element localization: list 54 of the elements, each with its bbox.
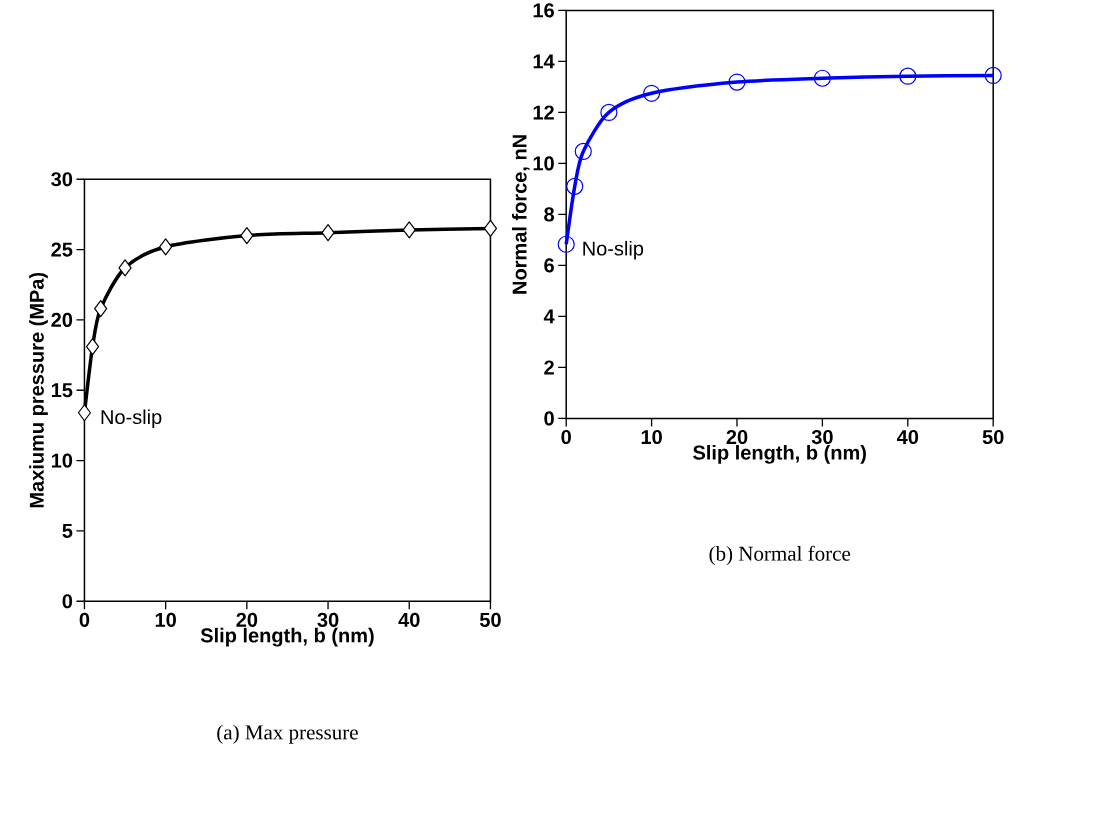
y-tick-label: 8 — [544, 207, 555, 222]
y-tick-label: 20 — [51, 313, 73, 328]
y-tick-label: 16 — [533, 3, 554, 18]
y-tick-label: 10 — [533, 156, 554, 171]
text: (a) Max pressure — [217, 724, 358, 744]
y-axis-title: Maxiumu pressure (MPa) — [29, 273, 48, 508]
point — [402, 221, 416, 239]
x-axis-title: Slip length, b (nm) — [200, 628, 374, 647]
x-tick-label: 20 — [236, 612, 258, 628]
point — [94, 300, 108, 318]
x-axis-title: Slip length, b (nm) — [693, 445, 866, 464]
y-tick-label: 25 — [51, 242, 73, 257]
point — [984, 67, 1002, 85]
point — [85, 338, 100, 356]
point — [77, 404, 92, 422]
x-tick-label: 40 — [896, 430, 919, 445]
text: (b) Normal force — [709, 545, 851, 566]
annotation: No-slip — [583, 241, 644, 260]
point — [240, 227, 254, 245]
y-tick-label: 14 — [533, 54, 555, 69]
annotation: No-slip — [101, 409, 162, 429]
y-tick-label: 2 — [544, 360, 554, 375]
x-tick-label: 50 — [479, 612, 501, 628]
point — [728, 73, 746, 91]
point — [159, 238, 173, 256]
y-tick-label: 12 — [533, 105, 554, 120]
y-tick-label: 5 — [62, 524, 73, 539]
point — [899, 67, 917, 85]
y-tick-label: 6 — [544, 258, 554, 273]
point — [483, 220, 498, 238]
x-tick-label: 0 — [79, 612, 90, 628]
point — [566, 177, 584, 196]
y-tick-label: 0 — [544, 411, 554, 426]
point — [643, 84, 661, 103]
point — [557, 235, 575, 254]
x-tick-label: 10 — [155, 612, 176, 628]
y-tick-label: 0 — [62, 594, 73, 609]
x-tick-label: 10 — [641, 430, 662, 445]
point — [574, 142, 592, 161]
x-tick-label: 40 — [398, 612, 420, 628]
y-tick-label: 4 — [543, 309, 555, 324]
x-tick-label: 0 — [561, 430, 571, 445]
x-tick-label: 30 — [811, 430, 833, 445]
y-tick-label: 15 — [51, 383, 73, 398]
x-tick-label: 50 — [982, 430, 1004, 445]
point — [321, 224, 335, 242]
x-tick-label: 30 — [317, 612, 339, 628]
y-axis-title: Normal force, nN — [511, 135, 530, 294]
x-tick-label: 20 — [726, 430, 748, 445]
point — [813, 69, 831, 88]
point — [600, 103, 618, 122]
y-tick-label: 10 — [51, 453, 73, 468]
y-tick-label: 30 — [51, 172, 73, 187]
point — [118, 259, 132, 277]
